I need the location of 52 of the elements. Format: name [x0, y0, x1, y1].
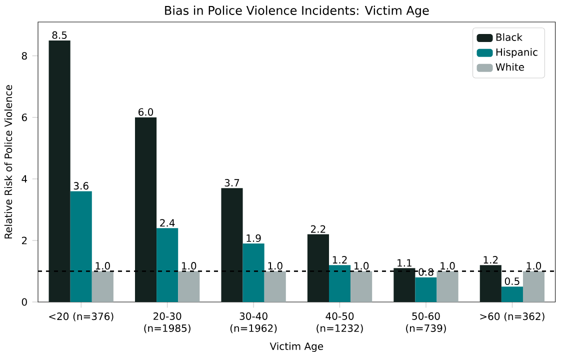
y-tick-label: 8 [22, 52, 27, 60]
bar [350, 271, 372, 302]
data-label: 2.4 [160, 219, 175, 227]
legend-label: Hispanic [496, 48, 538, 58]
bar [480, 265, 502, 302]
data-label: 6.0 [138, 108, 154, 116]
bar [221, 188, 243, 302]
bar [264, 271, 286, 302]
data-label: 2.2 [311, 225, 326, 233]
bar [522, 271, 545, 302]
data-label: 1.2 [332, 256, 347, 264]
bar [135, 117, 157, 302]
x-tick-label: 40-50 (n=1232) [316, 312, 363, 334]
x-tick-label: <20 (n=376) [49, 312, 114, 322]
x-tick-label: 30-40 (n=1962) [230, 312, 277, 334]
bar [415, 277, 437, 302]
bar [156, 228, 178, 302]
data-label: 1.0 [182, 262, 196, 270]
legend-label: White [496, 63, 524, 71]
bar [307, 234, 329, 302]
bar [329, 265, 351, 302]
bar [48, 40, 70, 302]
bar [501, 286, 523, 302]
bar [178, 271, 200, 302]
y-tick-label: 6 [22, 114, 27, 122]
data-label: 1.0 [96, 262, 110, 270]
data-label: 1.0 [268, 262, 282, 270]
bar [436, 271, 458, 302]
data-label: 1.0 [440, 262, 455, 270]
x-axis-title: Victim Age [270, 342, 324, 352]
data-label: 8.5 [52, 31, 67, 39]
data-label: 1.0 [526, 262, 542, 270]
data-label: 1.2 [484, 256, 498, 264]
data-label: 1.0 [354, 262, 369, 270]
y-tick-label: 2 [22, 236, 27, 244]
bar [394, 268, 416, 302]
bar [70, 191, 92, 302]
data-label: 0.5 [504, 277, 520, 286]
x-tick-label: >60 (n=362) [480, 312, 544, 322]
y-tick-label: 4 [22, 175, 28, 183]
data-label: 1.9 [246, 234, 261, 242]
bar [92, 271, 114, 302]
chart-title: Bias in Police Violence Incidents: Victim Age [165, 6, 429, 18]
data-label: 3.6 [74, 182, 88, 190]
y-axis-title: Relative Risk of Police Violence [4, 85, 12, 238]
data-label: 1.1 [398, 259, 412, 267]
y-tick-label: 0 [22, 298, 27, 306]
legend-label: Black [496, 33, 522, 41]
data-label: 3.7 [224, 178, 240, 187]
bar [242, 244, 264, 302]
x-tick-label: 50-60 (n=739) [406, 312, 446, 334]
x-tick-label: 20-30 (n=1985) [144, 312, 190, 334]
